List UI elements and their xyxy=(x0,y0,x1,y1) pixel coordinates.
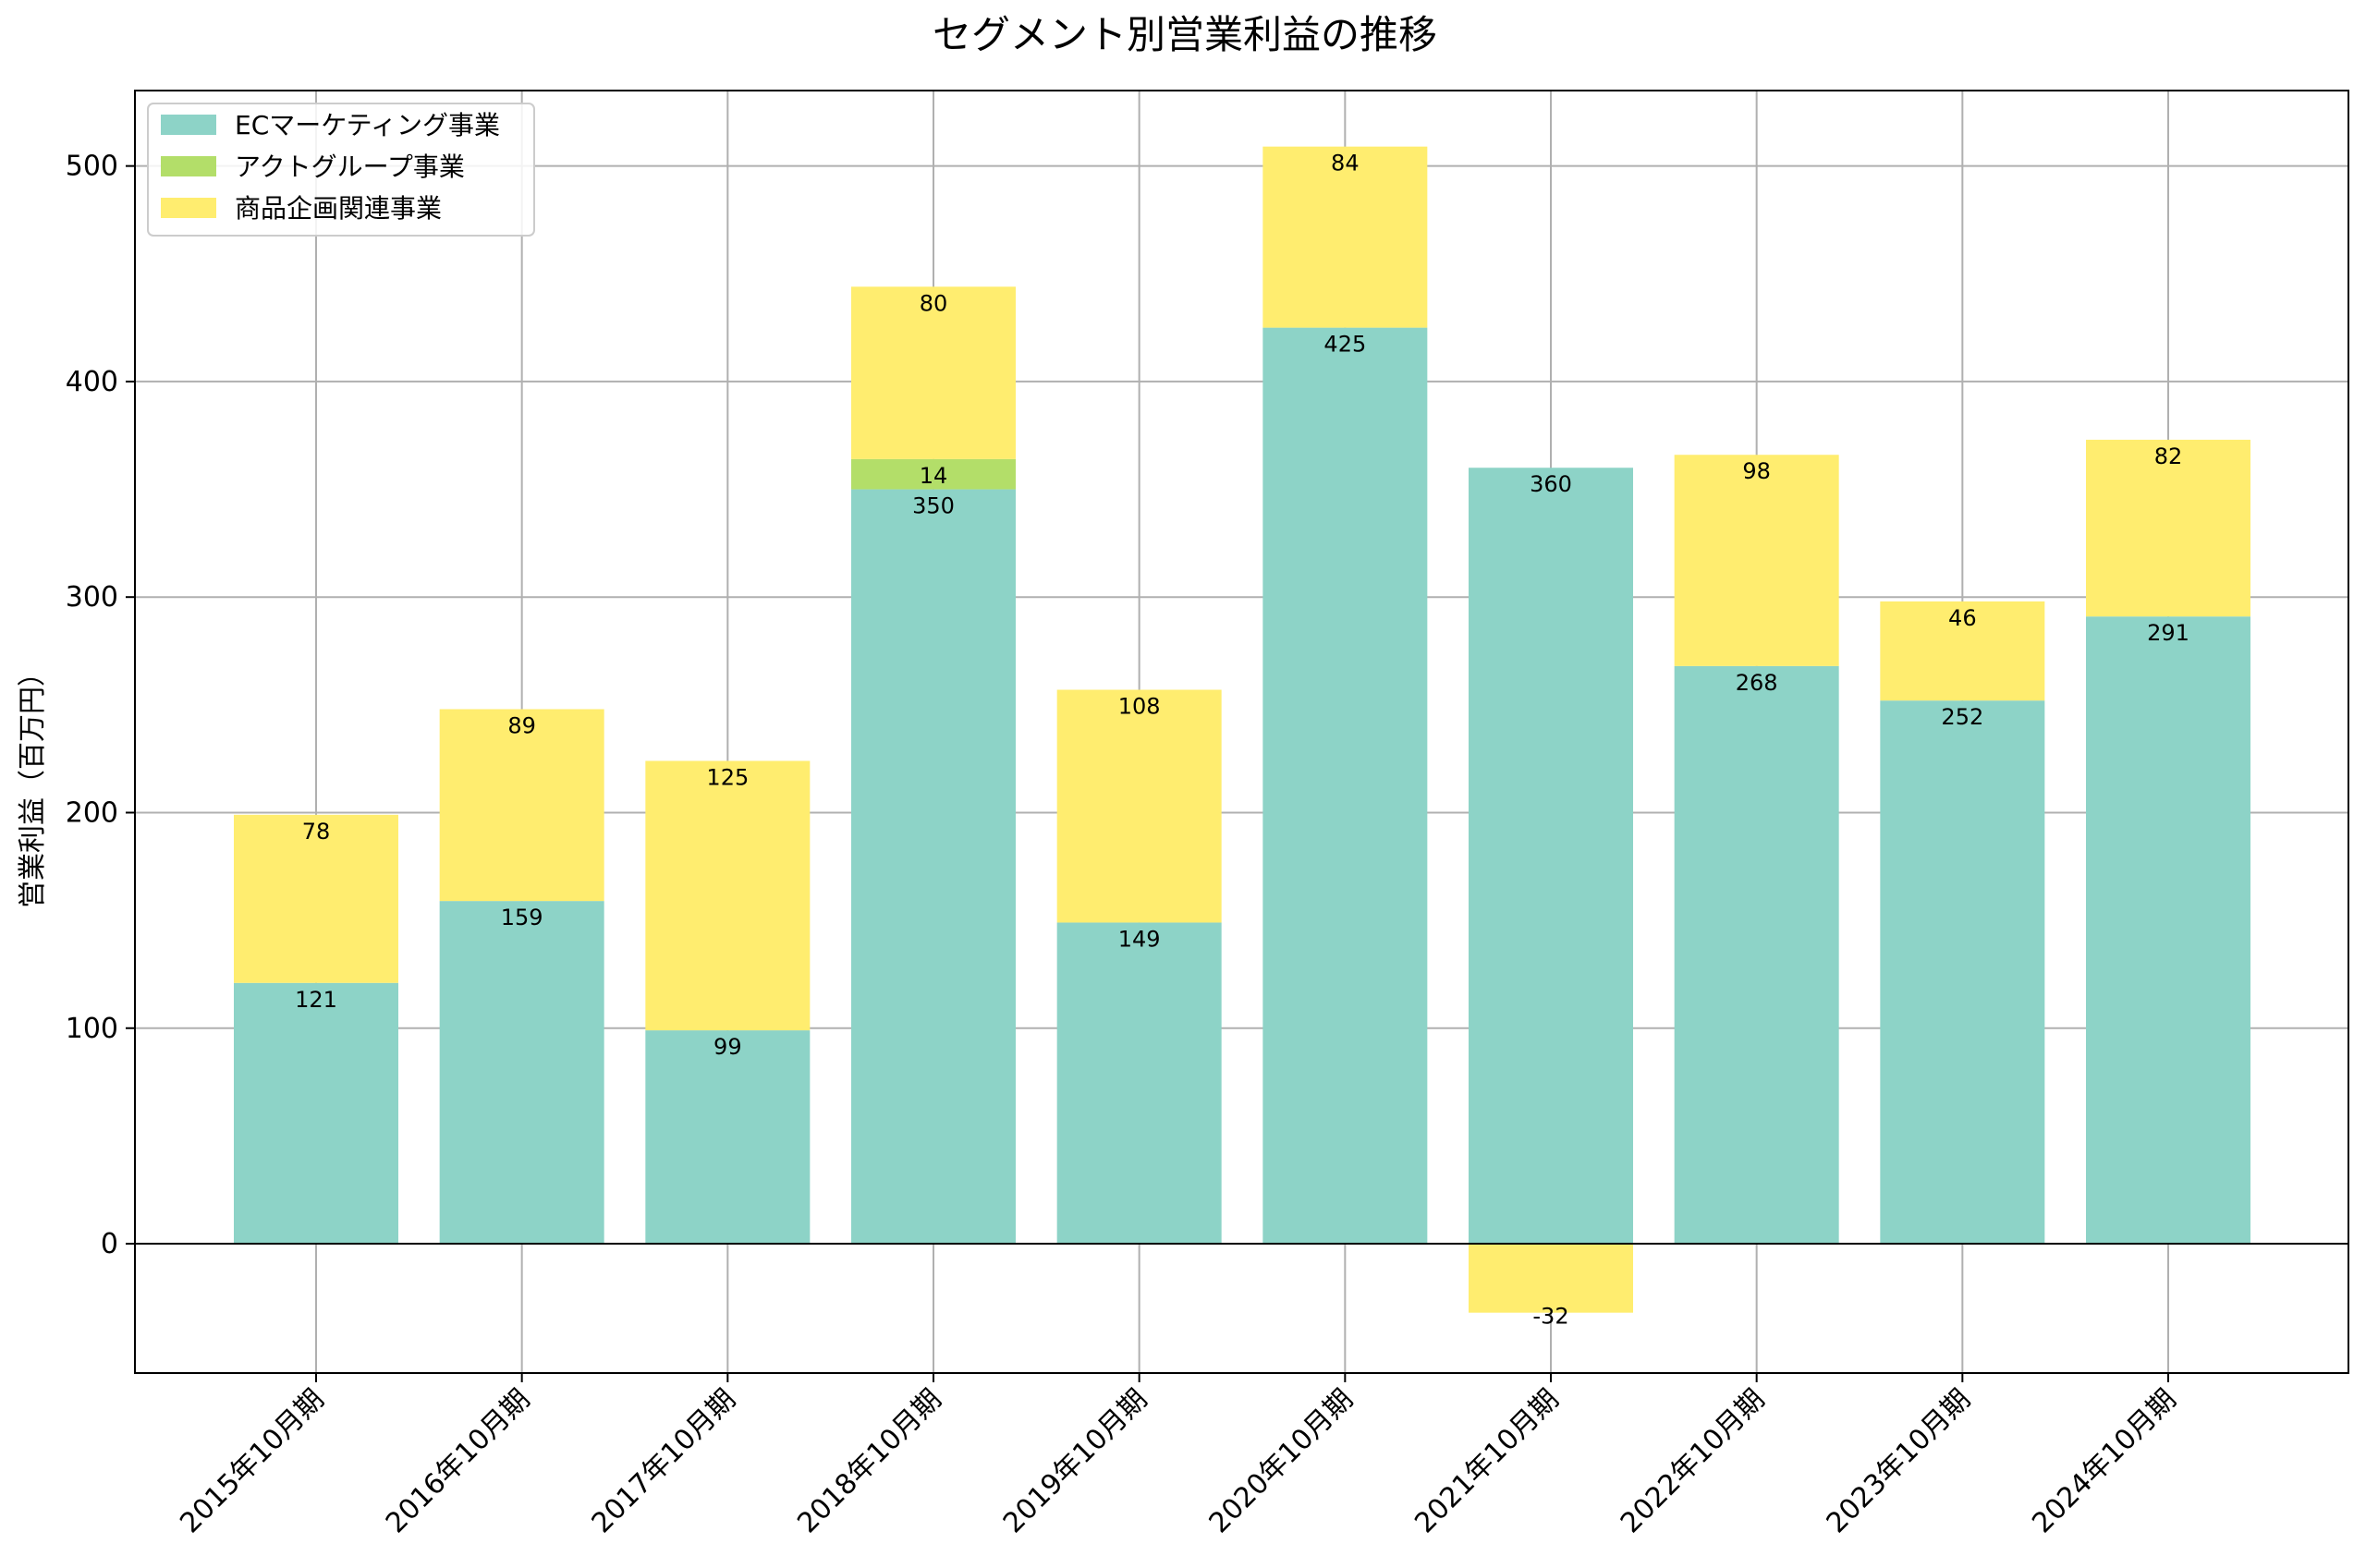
x-tick-label: 2022年10月期 xyxy=(1615,1383,1771,1539)
bar-segment xyxy=(851,489,1016,1245)
legend-label: 商品企画関連事業 xyxy=(235,193,442,224)
data-labels: 121 78 159 89 99 125 350 14 80 149 108 425 84 360 -32 2… xyxy=(295,151,2189,1330)
legend-swatch xyxy=(161,156,216,176)
bar-segment xyxy=(1262,327,1428,1245)
data-label: 46 xyxy=(1948,605,1977,631)
bar-segment xyxy=(439,709,604,902)
bar-segment xyxy=(645,760,811,1031)
data-label: 78 xyxy=(302,819,331,845)
data-label: 80 xyxy=(920,290,948,316)
bar-segment xyxy=(1880,601,2045,701)
legend-swatch xyxy=(161,198,216,218)
data-label: 14 xyxy=(920,463,948,489)
bar-segment xyxy=(1056,689,1222,923)
legend-swatch xyxy=(161,115,216,135)
y-axis-label: 営業利益（百万円） xyxy=(17,659,49,908)
y-tick-label: 100 xyxy=(66,1013,118,1045)
data-label: 108 xyxy=(1118,694,1161,720)
bar-segment xyxy=(234,982,398,1245)
data-label: 125 xyxy=(706,764,749,790)
bar-segment xyxy=(1674,665,1839,1245)
x-tick-label: 2018年10月期 xyxy=(791,1383,947,1539)
bar-segment xyxy=(851,458,1016,490)
data-label: 252 xyxy=(1941,704,1983,730)
bar-segment xyxy=(1880,700,2045,1245)
x-tick-label: 2017年10月期 xyxy=(586,1383,742,1539)
bars xyxy=(234,146,2250,1313)
bar-segment xyxy=(2086,439,2250,617)
x-tick-label: 2019年10月期 xyxy=(997,1383,1153,1539)
bar-segment xyxy=(2086,616,2250,1245)
x-tick-label: 2021年10月期 xyxy=(1409,1383,1565,1539)
data-label: 350 xyxy=(912,493,955,519)
y-tick-label: 200 xyxy=(66,796,118,829)
y-tick-label: 300 xyxy=(66,581,118,614)
x-tick-label: 2016年10月期 xyxy=(380,1383,536,1539)
bar-segment xyxy=(1056,922,1222,1245)
data-label: 82 xyxy=(2154,444,2183,469)
x-tick-label: 2024年10月期 xyxy=(2026,1383,2182,1539)
x-tick-label: 2023年10月期 xyxy=(1821,1383,1977,1539)
y-tick-label: 0 xyxy=(101,1228,118,1260)
data-label: 149 xyxy=(1118,926,1161,952)
bar-segment xyxy=(1262,146,1428,328)
data-label: 84 xyxy=(1331,151,1360,176)
y-tick-label: 400 xyxy=(66,366,118,398)
y-tick-label: 500 xyxy=(66,151,118,183)
plot-frame xyxy=(134,90,2349,1374)
bar-segment xyxy=(1469,468,1633,1245)
data-label: 291 xyxy=(2147,620,2189,646)
bar-segment xyxy=(234,814,398,983)
bar-segment xyxy=(1674,455,1839,666)
data-label: 159 xyxy=(501,905,543,930)
data-label: 98 xyxy=(1742,458,1771,484)
bar-segment xyxy=(439,901,604,1245)
x-tick-label: 2015年10月期 xyxy=(174,1383,330,1539)
data-label: 99 xyxy=(713,1034,742,1060)
data-label: 360 xyxy=(1530,471,1572,497)
data-label: 121 xyxy=(295,987,337,1013)
data-label: 425 xyxy=(1323,332,1366,358)
data-label: -32 xyxy=(1532,1304,1568,1330)
legend-box xyxy=(147,103,535,237)
bar-segment xyxy=(645,1030,811,1245)
bar-segment xyxy=(1469,1244,1633,1313)
x-tick-label: 2020年10月期 xyxy=(1203,1383,1360,1539)
bar-segment xyxy=(851,286,1016,459)
legend-label: アクトグループ事業 xyxy=(235,152,465,182)
data-label: 89 xyxy=(507,713,536,739)
data-label: 268 xyxy=(1736,670,1778,696)
legend-label: ECマーケティング事業 xyxy=(235,110,500,140)
chart-title: セグメント別営業利益の推移 xyxy=(933,12,1437,57)
